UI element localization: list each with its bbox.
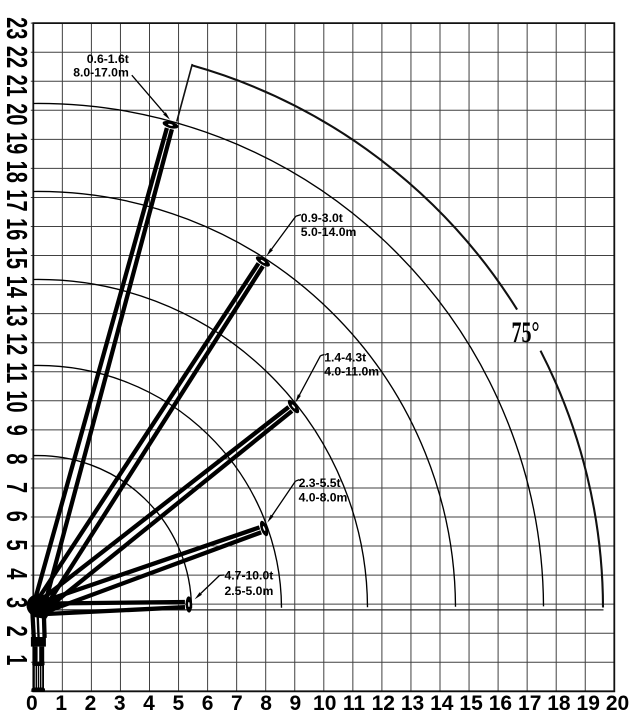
svg-text:2.3-5.5t4.0-8.0m: 2.3-5.5t 4.0-8.0m — [299, 476, 348, 504]
svg-text:23: 23 — [0, 17, 33, 39]
svg-text:3: 3 — [0, 597, 33, 608]
svg-text:4: 4 — [0, 568, 33, 579]
svg-text:17: 17 — [518, 692, 541, 715]
svg-text:9: 9 — [0, 425, 33, 436]
svg-text:18: 18 — [547, 692, 571, 715]
svg-text:13: 13 — [0, 304, 33, 326]
svg-text:8: 8 — [260, 692, 272, 715]
svg-text:8: 8 — [0, 453, 33, 464]
svg-text:12: 12 — [372, 692, 395, 715]
svg-text:6: 6 — [202, 692, 214, 715]
svg-text:1: 1 — [55, 692, 67, 715]
svg-text:20: 20 — [0, 103, 33, 125]
svg-text:17: 17 — [0, 189, 33, 211]
svg-text:16: 16 — [489, 692, 512, 715]
svg-text:7: 7 — [231, 692, 243, 715]
svg-text:2: 2 — [85, 692, 97, 715]
svg-text:3: 3 — [114, 692, 126, 715]
svg-text:10: 10 — [313, 692, 336, 715]
svg-text:12: 12 — [0, 333, 33, 355]
svg-text:0: 0 — [26, 692, 38, 715]
svg-text:19: 19 — [577, 692, 600, 715]
svg-text:15: 15 — [0, 247, 33, 269]
svg-text:10: 10 — [0, 390, 33, 412]
svg-text:21: 21 — [0, 75, 33, 97]
svg-text:2: 2 — [0, 626, 33, 637]
svg-text:9: 9 — [290, 692, 302, 715]
svg-text:14: 14 — [430, 692, 454, 715]
svg-text:75°: 75° — [512, 316, 540, 349]
svg-text:1.4-4.3t4.0-11.0m: 1.4-4.3t 4.0-11.0m — [324, 351, 379, 379]
svg-text:7: 7 — [0, 482, 33, 493]
svg-text:14: 14 — [0, 276, 33, 298]
svg-text:11: 11 — [0, 362, 33, 383]
svg-text:0.6-1.6t8.0-17.0m: 0.6-1.6t 8.0-17.0m — [73, 52, 129, 80]
svg-text:15: 15 — [459, 692, 483, 715]
svg-text:20: 20 — [606, 692, 629, 715]
svg-text:16: 16 — [0, 218, 33, 240]
svg-text:1: 1 — [0, 654, 33, 665]
svg-text:22: 22 — [0, 46, 33, 68]
svg-text:19: 19 — [0, 132, 33, 154]
svg-text:6: 6 — [0, 511, 33, 522]
svg-text:0.9-3.0t5.0-14.0m: 0.9-3.0t 5.0-14.0m — [301, 211, 357, 239]
svg-text:5: 5 — [0, 539, 33, 550]
svg-text:13: 13 — [401, 692, 424, 715]
svg-text:4: 4 — [143, 692, 155, 715]
svg-text:11: 11 — [343, 692, 366, 715]
svg-text:4.7-10.0t2.5-5.0m: 4.7-10.0t 2.5-5.0m — [225, 569, 274, 598]
svg-text:5: 5 — [172, 692, 184, 715]
svg-text:18: 18 — [0, 161, 33, 183]
